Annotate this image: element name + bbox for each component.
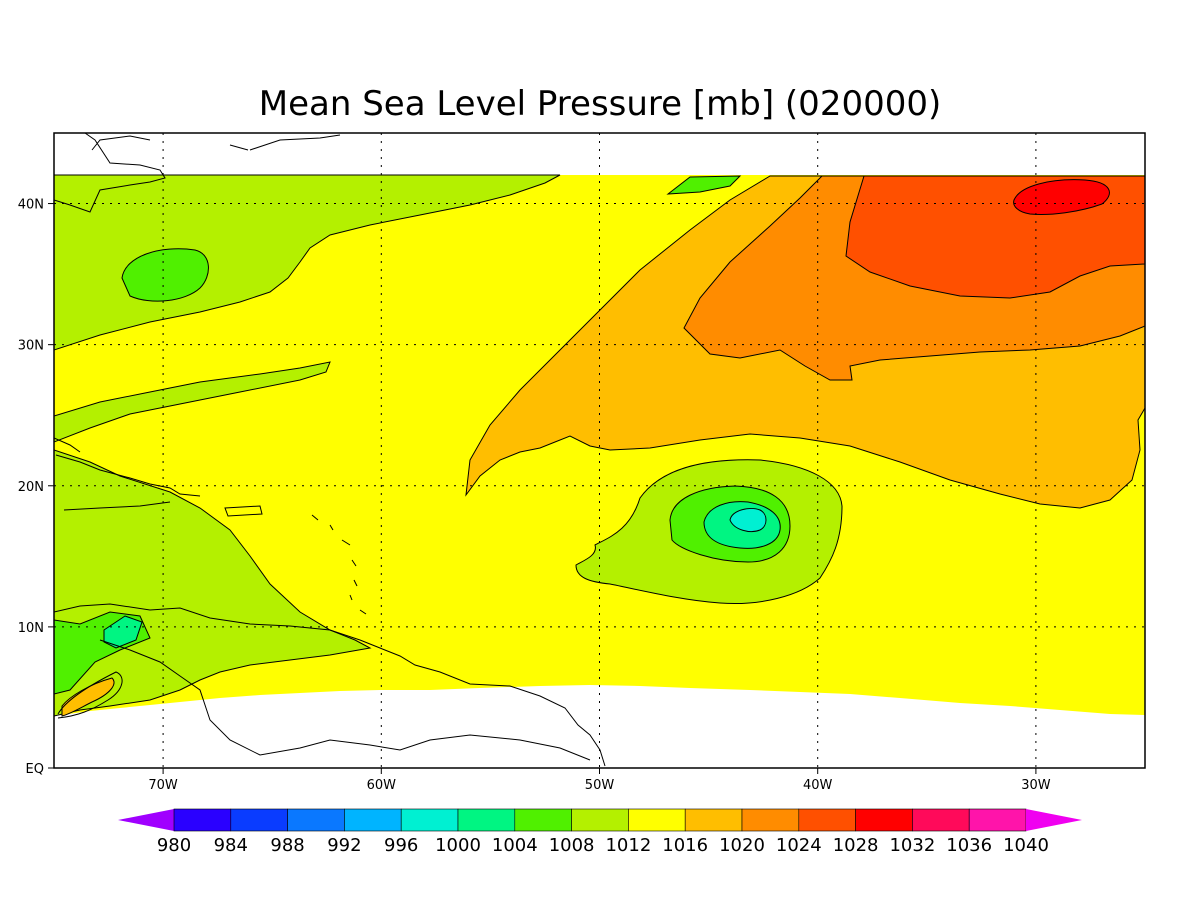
y-axis-ticks: EQ 10N 20N 30N 40N [18,198,54,777]
colorbar-label: 996 [384,835,418,856]
colorbar-label: 1020 [719,835,765,856]
colorbar-swatch [173,808,232,832]
colorbar-swatch [344,808,402,832]
colorbar-swatch [287,808,345,832]
colorbar-label: 980 [157,835,191,856]
y-tick-label: 10N [18,621,44,636]
pressure-field-1012-band [54,361,331,443]
colorbar-label: 1040 [1003,835,1049,856]
colorbar-label: 992 [327,835,361,856]
y-tick-label: EQ [26,762,44,777]
pressure-field-1000-low [729,507,767,533]
colorbar-label: 1004 [492,835,538,856]
x-tick-label: 50W [585,778,615,793]
colorbar-swatch [400,808,459,832]
colorbar-label: 1012 [605,835,651,856]
colorbar-swatch [855,808,913,832]
colorbar-arrow-min [118,809,174,831]
pressure-field-1008-north [666,175,742,195]
x-tick-label: 40W [803,778,833,793]
colorbar-swatch [912,808,970,832]
x-tick-label: 60W [367,778,397,793]
map-area [54,133,1145,768]
colorbar-label: 1032 [889,835,935,856]
chart-title: Mean Sea Level Pressure [mb] (020000) [259,84,942,124]
colorbar-label: 1016 [662,835,708,856]
colorbar-swatch [684,808,743,832]
colorbar-label: 1036 [946,835,992,856]
coastline-south-america [54,603,606,767]
colorbar-swatch [798,808,856,832]
colorbar-swatch [514,808,572,832]
colorbar-swatch [628,808,686,832]
colorbar-swatch [571,808,629,832]
colorbar-arrow-max [1026,809,1082,831]
pressure-field-1016-southwest [57,671,123,719]
coastline-greater-antilles [54,437,263,517]
colorbar-label: 984 [214,835,248,856]
coastline-lesser-antilles [311,514,367,615]
colorbar-label: 988 [270,835,304,856]
pressure-field-1004-coast [103,615,143,649]
colorbar-swatch [457,808,516,832]
pressure-field-1020-southwest [61,677,115,717]
graticule [54,133,1145,768]
y-tick-label: 40N [18,198,44,213]
x-tick-label: 30W [1021,778,1051,793]
colorbar-swatch [741,808,800,832]
x-axis-ticks: 70W 60W 50W 40W 30W [148,768,1051,793]
colorbar-label: 1008 [549,835,595,856]
colorbar-swatch [968,808,1027,832]
pressure-field-1008-pocket [121,248,209,302]
colorbar-label: 1000 [435,835,481,856]
x-tick-label: 70W [148,778,178,793]
colorbar-label: 1024 [776,835,822,856]
colorbar: 980 984 988 992 996 1000 1004 1008 1012 1016 1020 1… [118,808,1082,856]
y-tick-label: 30N [18,339,44,354]
pressure-field-1012-caribbean [54,449,372,717]
colorbar-swatch [230,808,288,832]
coastline-north-america [54,133,341,213]
coastlines [54,133,606,767]
y-tick-label: 20N [18,480,44,495]
pressure-field-1012-west [54,174,561,351]
colorbar-label: 1028 [833,835,879,856]
